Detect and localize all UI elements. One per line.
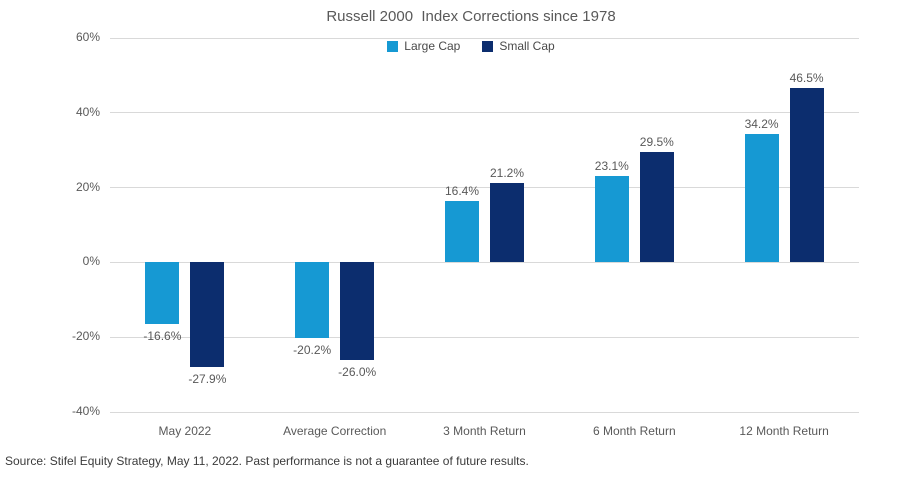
bar-value-label: -27.9% <box>188 371 227 386</box>
bar-small-cap <box>490 183 524 263</box>
small-cap-swatch-icon <box>482 40 494 52</box>
bar-value-label: -26.0% <box>338 364 377 379</box>
gridline <box>110 112 859 114</box>
x-axis-category-label: 12 Month Return <box>739 424 829 438</box>
bar-small-cap <box>789 88 824 263</box>
y-axis-tick-label: 40% <box>75 104 100 119</box>
chart-legend: Large Cap Small Cap <box>35 39 907 53</box>
bar-small-cap <box>639 152 674 263</box>
bar-large-cap <box>744 134 779 263</box>
legend-item-small-cap: Small Cap <box>482 39 555 53</box>
chart-title: Russell 2000 Index Corrections since 197… <box>326 8 616 25</box>
y-axis-tick-label: -40% <box>71 404 100 418</box>
plot-area <box>110 37 859 413</box>
y-axis-tick-label: -20% <box>71 329 100 344</box>
bar-large-cap <box>445 201 479 263</box>
bar-value-label: 29.5% <box>639 135 674 150</box>
x-axis-category-label: Average Correction <box>283 424 387 438</box>
bar-value-label: 21.2% <box>489 166 525 181</box>
bar-value-label: -16.6% <box>143 329 182 344</box>
legend-label-large-cap: Large Cap <box>404 39 461 53</box>
gridline <box>110 187 859 189</box>
gridline <box>110 336 859 338</box>
bar-small-cap <box>190 262 225 367</box>
legend-label-small-cap: Small Cap <box>499 39 555 53</box>
legend-item-large-cap: Large Cap <box>387 39 460 53</box>
x-axis-category-label: 6 Month Return <box>592 424 676 438</box>
y-axis-tick-label: 60% <box>75 30 100 44</box>
gridline <box>110 37 859 39</box>
source-note: Source: Stifel Equity Strategy, May 11, … <box>5 454 529 468</box>
y-axis-tick-label: 20% <box>75 179 100 194</box>
bar-large-cap <box>145 262 180 325</box>
bar-value-label: 16.4% <box>444 184 480 199</box>
bar-small-cap <box>340 262 375 360</box>
bar-large-cap <box>295 262 330 338</box>
x-axis-category-label: 3 Month Return <box>443 424 526 438</box>
bar-value-label: -20.2% <box>293 342 332 357</box>
x-axis-category-label: May 2022 <box>158 424 212 438</box>
bar-value-label: 23.1% <box>594 159 629 173</box>
bar-value-label: 46.5% <box>789 71 824 86</box>
large-cap-swatch-icon <box>387 40 399 52</box>
bar-large-cap <box>594 176 629 263</box>
gridline <box>110 411 859 413</box>
y-axis-tick-label: 0% <box>82 254 100 269</box>
gridline <box>110 261 859 263</box>
bar-value-label: 34.2% <box>744 117 779 132</box>
